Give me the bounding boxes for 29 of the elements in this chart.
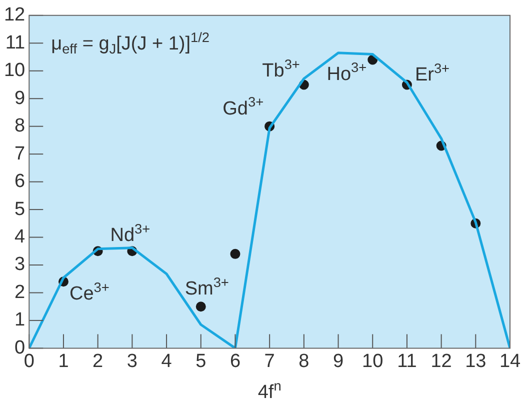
- x-tick-label: 1: [58, 350, 69, 372]
- x-tick-label: 6: [230, 350, 241, 372]
- x-tick-label: 14: [499, 350, 521, 372]
- y-tick-label: 12: [4, 4, 26, 26]
- x-tick-label: 2: [92, 350, 104, 372]
- point: [230, 248, 240, 259]
- y-tick-label: 3: [14, 254, 26, 276]
- y-tick-label: 11: [5, 32, 26, 54]
- x-tick-label: 9: [332, 350, 344, 372]
- x-tick-label: 8: [298, 350, 310, 372]
- x-tick-label: 11: [397, 350, 417, 372]
- y-tick-label: 7: [14, 143, 26, 164]
- x-tick-label: 7: [264, 350, 275, 372]
- x-tick-label: 10: [362, 350, 384, 372]
- y-tick-label: 6: [14, 171, 26, 192]
- y-tick-label: 5: [14, 198, 26, 220]
- point: [196, 302, 206, 312]
- x-tick-label: 13: [465, 350, 486, 372]
- x-tick-label: 4: [161, 350, 172, 372]
- y-tick-label: 2: [14, 282, 26, 303]
- y-tick-label: 4: [14, 226, 26, 248]
- y-tick-label: 9: [14, 88, 26, 109]
- x-tick-label: 12: [430, 350, 452, 372]
- y-tick-label: 0: [14, 337, 26, 358]
- y-tick-label: 8: [14, 116, 26, 137]
- x-tick-label: 5: [196, 350, 206, 372]
- x-tick-label: 3: [126, 350, 138, 372]
- y-tick-label: 1: [14, 310, 26, 331]
- y-tick-label: 10: [4, 60, 26, 82]
